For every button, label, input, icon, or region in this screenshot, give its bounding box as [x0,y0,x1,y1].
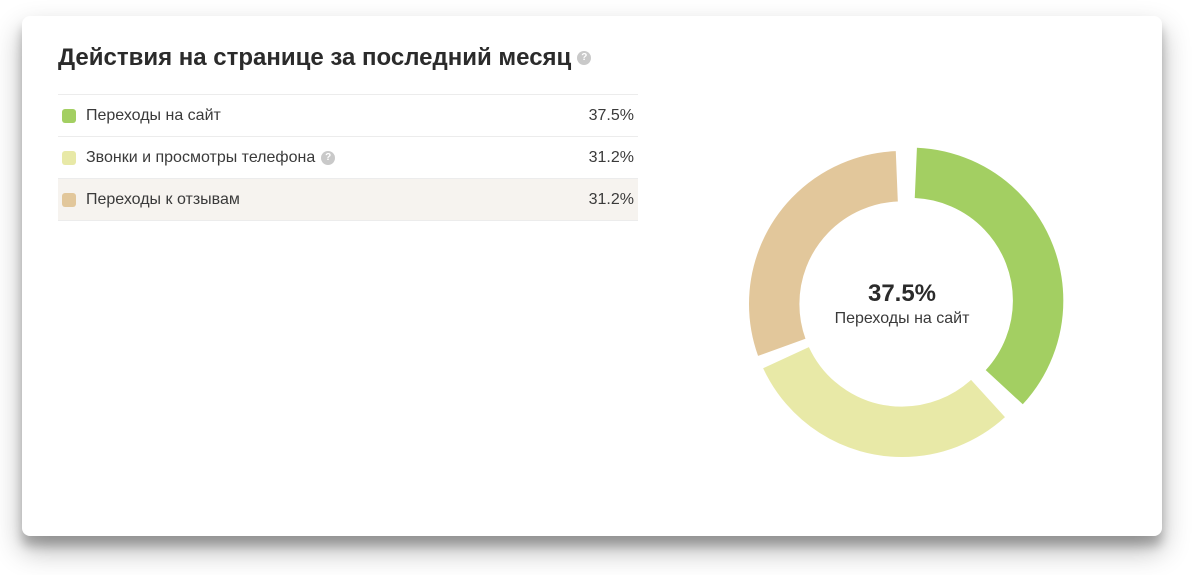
legend-swatch [62,193,76,207]
actions-card: Действия на странице за последний месяц … [22,16,1162,536]
card-content: Переходы на сайт 37.5% Звонки и просмотры … [58,94,1126,514]
legend-label-text: Звонки и просмотры телефона [86,149,315,167]
title-row: Действия на странице за последний месяц … [58,44,1126,72]
legend-row[interactable]: Звонки и просмотры телефона?31.2% [58,137,638,179]
card-title: Действия на странице за последний месяц [58,44,571,72]
chart-area: 37.5% Переходы на сайт [678,94,1126,514]
legend-row[interactable]: Переходы на сайт 37.5% [58,95,638,137]
legend-value: 31.2% [589,191,634,209]
legend-value: 37.5% [589,107,634,125]
info-icon[interactable]: ? [577,51,591,65]
legend-value: 31.2% [589,149,634,167]
legend-label-text: Переходы на сайт [86,107,221,125]
legend-swatch [62,151,76,165]
legend-label: Переходы на сайт [86,107,589,125]
info-icon[interactable]: ? [321,151,335,165]
legend-label: Звонки и просмотры телефона? [86,149,589,167]
legend-swatch [62,109,76,123]
legend-row[interactable]: Переходы к отзывам 31.2% [58,179,638,221]
donut-chart: 37.5% Переходы на сайт [722,124,1082,484]
legend-label-text: Переходы к отзывам [86,191,240,209]
legend-label: Переходы к отзывам [86,191,589,209]
legend-table: Переходы на сайт 37.5% Звонки и просмотры … [58,94,638,221]
